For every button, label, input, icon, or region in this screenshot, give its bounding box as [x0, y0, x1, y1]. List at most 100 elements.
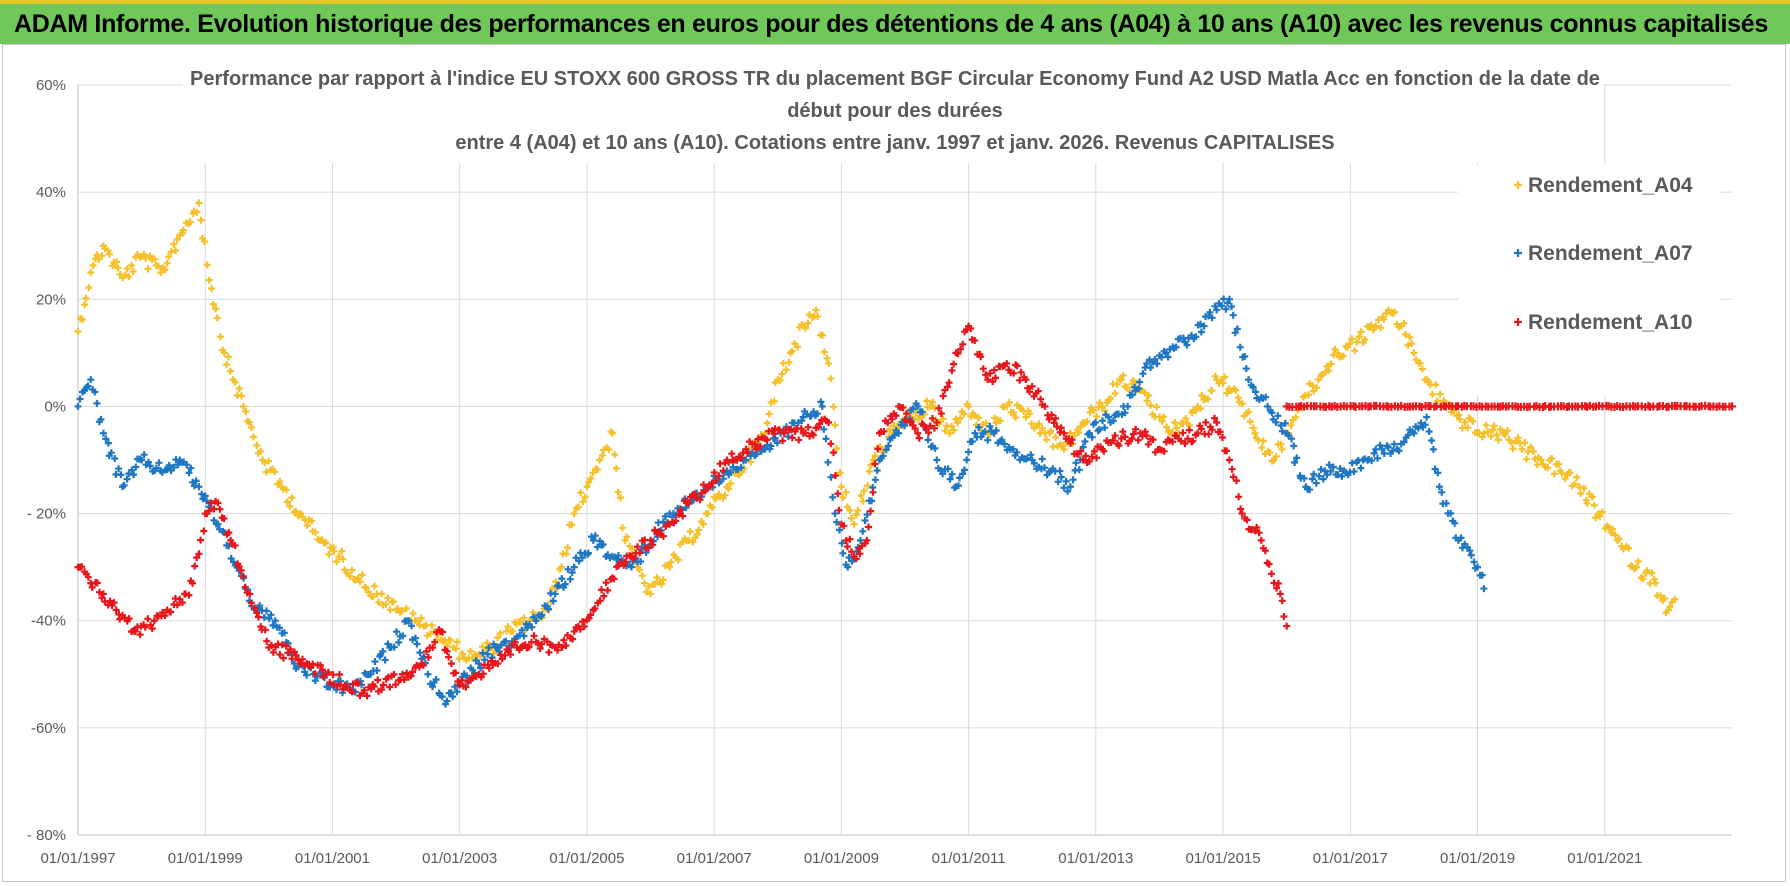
data-marker	[591, 605, 599, 612]
data-marker	[1057, 473, 1065, 481]
data-marker	[1197, 328, 1205, 336]
data-marker	[1274, 579, 1282, 587]
data-marker	[1160, 447, 1168, 455]
data-marker	[116, 615, 124, 623]
data-marker	[712, 477, 720, 485]
data-marker	[696, 496, 704, 504]
data-marker	[1144, 392, 1152, 399]
data-marker	[276, 651, 284, 658]
data-marker	[253, 609, 261, 617]
data-marker	[719, 475, 727, 483]
data-marker	[1402, 330, 1410, 338]
data-marker	[1223, 389, 1231, 397]
data-marker	[1305, 391, 1312, 399]
data-marker	[269, 621, 277, 629]
data-marker	[830, 403, 838, 411]
data-point	[74, 327, 82, 335]
data-marker	[975, 423, 983, 431]
data-marker	[706, 483, 714, 491]
data-marker	[779, 437, 787, 445]
data-marker	[114, 264, 122, 272]
data-marker	[869, 488, 877, 496]
data-marker	[1725, 402, 1734, 411]
legend-label: Rendement_A07	[1528, 242, 1693, 265]
data-marker	[1177, 437, 1185, 445]
data-marker	[604, 586, 612, 594]
data-marker	[1093, 454, 1100, 462]
data-marker	[246, 418, 253, 426]
data-point	[1117, 435, 1125, 443]
data-marker	[1085, 458, 1093, 465]
data-marker	[581, 493, 589, 501]
data-marker	[1067, 439, 1074, 447]
data-point	[818, 402, 826, 410]
data-marker	[123, 475, 131, 483]
data-marker	[975, 414, 983, 422]
data-marker	[960, 466, 968, 474]
data-marker	[1470, 558, 1478, 566]
data-marker	[1119, 428, 1127, 436]
data-point	[99, 429, 107, 437]
data-marker	[948, 367, 956, 374]
data-marker	[261, 626, 269, 634]
data-marker	[1630, 565, 1638, 573]
data-marker	[1368, 457, 1376, 465]
data-marker	[78, 563, 86, 571]
data-marker	[268, 641, 275, 649]
data-marker	[1143, 432, 1151, 440]
data-marker	[939, 392, 947, 400]
data-marker	[93, 579, 101, 587]
data-marker	[929, 415, 936, 422]
data-marker	[128, 466, 136, 474]
data-marker	[948, 422, 956, 430]
data-marker	[1241, 353, 1249, 360]
data-point	[1238, 510, 1246, 518]
data-marker	[1115, 442, 1123, 450]
data-marker	[871, 476, 879, 484]
data-marker	[907, 417, 915, 425]
data-marker	[1436, 390, 1444, 398]
x-tick-label: 01/01/2007	[677, 850, 752, 867]
data-point	[1378, 445, 1386, 453]
data-marker	[1153, 360, 1161, 368]
data-marker	[788, 347, 796, 355]
data-marker	[827, 375, 835, 383]
data-marker	[288, 655, 296, 663]
data-marker	[727, 468, 734, 476]
data-marker	[912, 400, 920, 408]
data-marker	[909, 405, 917, 413]
x-tick-label: 01/01/2005	[549, 850, 624, 867]
data-marker	[402, 605, 410, 613]
data-marker	[369, 593, 377, 601]
data-marker	[472, 657, 480, 664]
data-marker	[834, 490, 842, 498]
data-marker	[282, 486, 290, 494]
data-point	[570, 510, 578, 518]
data-marker	[547, 589, 555, 597]
data-marker	[286, 502, 294, 510]
data-marker	[719, 467, 727, 475]
data-marker	[860, 487, 868, 495]
data-marker	[1116, 375, 1124, 383]
title-background	[183, 59, 1603, 163]
data-marker	[1062, 477, 1070, 485]
data-marker	[179, 226, 187, 234]
data-marker	[820, 425, 828, 433]
data-marker	[683, 499, 690, 507]
data-marker	[415, 663, 423, 671]
data-marker	[265, 457, 273, 465]
data-marker	[568, 521, 576, 529]
data-marker	[771, 379, 779, 386]
data-marker	[1223, 447, 1231, 455]
data-marker	[743, 449, 751, 457]
data-marker	[960, 410, 968, 418]
data-marker	[311, 677, 319, 685]
data-marker	[564, 544, 572, 552]
data-marker	[890, 431, 898, 439]
data-marker	[1660, 594, 1668, 602]
data-marker	[123, 265, 131, 273]
data-marker	[954, 350, 962, 358]
data-marker	[125, 615, 133, 623]
data-marker	[788, 434, 796, 442]
data-marker	[212, 305, 220, 313]
